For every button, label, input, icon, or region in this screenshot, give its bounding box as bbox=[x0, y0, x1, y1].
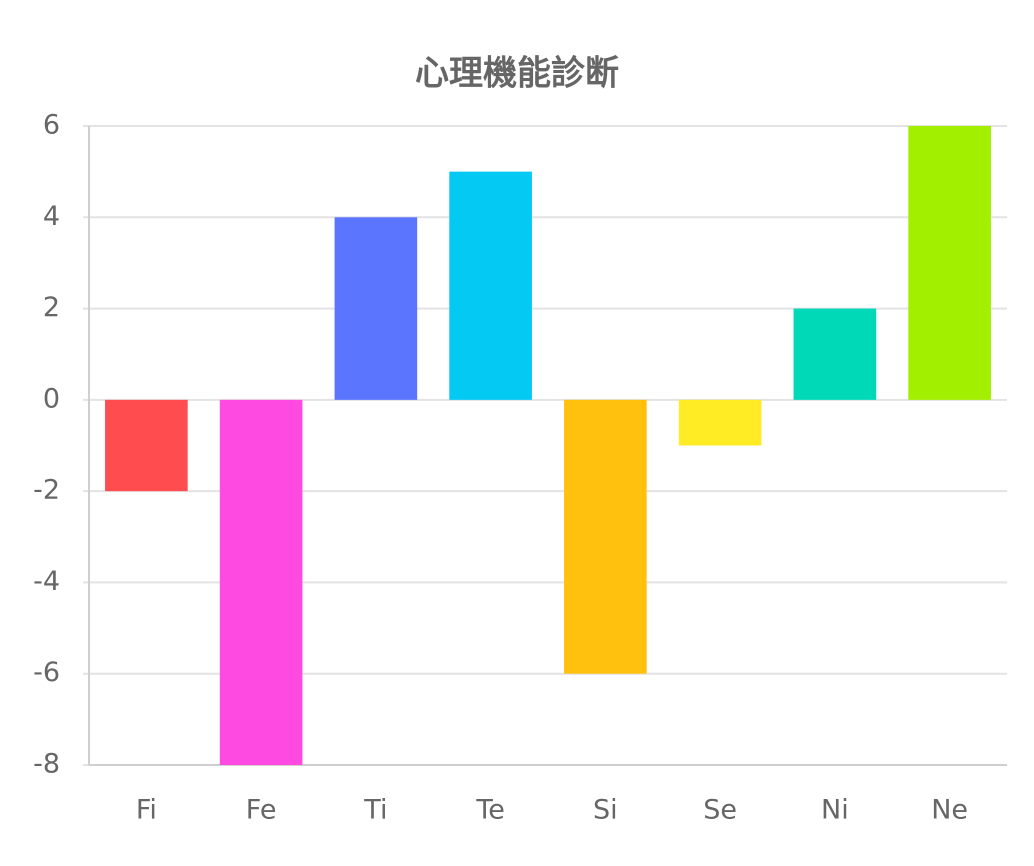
bar bbox=[908, 126, 991, 400]
x-tick-label: Fe bbox=[246, 795, 277, 826]
x-tick-label: Ti bbox=[363, 795, 387, 826]
bar bbox=[564, 399, 647, 674]
bar bbox=[105, 399, 188, 492]
chart-title: 心理機能診断 bbox=[415, 54, 619, 94]
bar bbox=[219, 399, 303, 765]
bar bbox=[334, 217, 418, 400]
y-tick-label: 6 bbox=[43, 110, 60, 141]
y-tick-label: -4 bbox=[33, 566, 60, 597]
bar bbox=[678, 399, 762, 446]
x-tick-label: Te bbox=[475, 795, 505, 826]
x-tick-label: Ni bbox=[821, 795, 849, 826]
y-tick-label: 2 bbox=[43, 292, 60, 323]
x-tick-label: Si bbox=[593, 795, 618, 826]
y-tick-label: -2 bbox=[33, 475, 60, 506]
bar bbox=[793, 308, 877, 400]
x-tick-label: Fi bbox=[136, 795, 157, 826]
bar bbox=[449, 171, 532, 400]
y-tick-label: 0 bbox=[43, 383, 60, 414]
x-tick-label: Ne bbox=[931, 795, 968, 826]
x-tick-label: Se bbox=[703, 795, 737, 826]
y-tick-label: -8 bbox=[33, 749, 60, 780]
y-tick-label: 4 bbox=[43, 201, 60, 232]
y-tick-label: -6 bbox=[33, 657, 60, 688]
